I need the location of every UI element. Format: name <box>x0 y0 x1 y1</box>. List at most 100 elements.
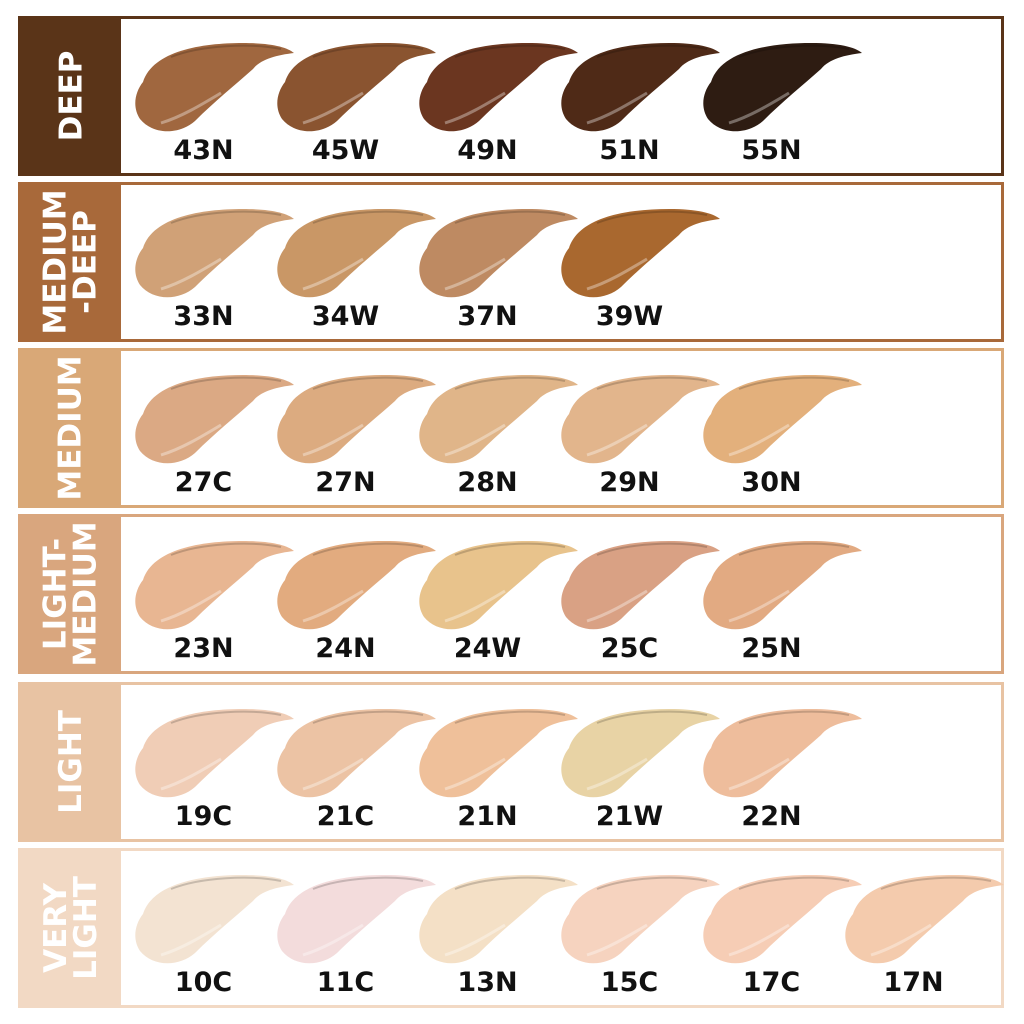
shade-name: 11C <box>316 967 375 998</box>
category-label-band: DEEP <box>21 19 121 173</box>
shade-swatch[interactable]: 19C <box>131 703 296 843</box>
shade-swatch[interactable]: 28N <box>415 369 580 509</box>
shade-swatch[interactable]: 21C <box>273 703 438 843</box>
shade-name: 21W <box>595 801 664 832</box>
swatch-smear <box>703 541 862 630</box>
shade-name: 25N <box>741 633 802 664</box>
swatch-smear <box>419 43 578 132</box>
shade-name: 45W <box>311 135 380 166</box>
swatch-smear <box>561 43 720 132</box>
category-label: VERY LIGHT <box>38 876 105 980</box>
shade-swatch[interactable]: 22N <box>699 703 864 843</box>
shade-swatch[interactable]: 37N <box>415 203 580 343</box>
swatch-smear <box>135 375 294 464</box>
shade-name: 29N <box>599 467 660 498</box>
shade-name: 13N <box>457 967 518 998</box>
swatch-smear <box>419 209 578 298</box>
shade-name: 55N <box>741 135 802 166</box>
category-row: MEDIUM -DEEP 33N 34W 37N 39W <box>18 182 1004 342</box>
shade-name: 27N <box>315 467 376 498</box>
shade-swatch[interactable]: 24W <box>415 535 580 675</box>
shade-swatch[interactable]: 27N <box>273 369 438 509</box>
swatch-smear <box>703 375 862 464</box>
shade-name: 39W <box>595 301 664 332</box>
shade-name: 17N <box>883 967 944 998</box>
shade-swatch[interactable]: 13N <box>415 869 580 1009</box>
category-label: MEDIUM <box>53 355 89 501</box>
shade-swatch[interactable]: 30N <box>699 369 864 509</box>
category-label: LIGHT <box>53 710 90 814</box>
shade-swatch[interactable]: 11C <box>273 869 438 1009</box>
swatch-smear <box>703 875 862 964</box>
shade-swatch[interactable]: 43N <box>131 37 296 177</box>
category-row: LIGHT 19C 21C 21N 21W 22N <box>18 682 1004 842</box>
shade-name: 51N <box>599 135 660 166</box>
swatch-smear <box>419 875 578 964</box>
swatch-smear <box>561 541 720 630</box>
swatch-smear <box>561 375 720 464</box>
shade-swatch[interactable]: 27C <box>131 369 296 509</box>
shade-name: 19C <box>174 801 233 832</box>
category-row: MEDIUM 27C 27N 28N 29N 30N <box>18 348 1004 508</box>
shade-swatch[interactable]: 49N <box>415 37 580 177</box>
shade-swatch[interactable]: 21N <box>415 703 580 843</box>
swatch-smear <box>561 709 720 798</box>
shade-name: 30N <box>741 467 802 498</box>
swatch-smear <box>277 375 436 464</box>
swatch-smear <box>845 875 1004 964</box>
shade-name: 34W <box>311 301 380 332</box>
category-label: MEDIUM -DEEP <box>38 189 104 335</box>
shade-name: 17C <box>742 967 801 998</box>
category-label-band: VERY LIGHT <box>21 851 121 1005</box>
shade-swatch[interactable]: 39W <box>557 203 722 343</box>
swatch-smear <box>277 709 436 798</box>
shade-swatch[interactable]: 17N <box>841 869 1006 1009</box>
swatch-smear <box>419 709 578 798</box>
shade-swatch[interactable]: 55N <box>699 37 864 177</box>
shade-swatch[interactable]: 45W <box>273 37 438 177</box>
swatch-smear <box>135 875 294 964</box>
shade-swatch[interactable]: 15C <box>557 869 722 1009</box>
shade-swatch[interactable]: 25N <box>699 535 864 675</box>
shade-name: 10C <box>174 967 233 998</box>
swatch-smear <box>135 43 294 132</box>
shade-swatch[interactable]: 25C <box>557 535 722 675</box>
swatch-smear <box>135 541 294 630</box>
shade-swatch[interactable]: 34W <box>273 203 438 343</box>
swatch-smear <box>277 875 436 964</box>
swatch-smear <box>419 375 578 464</box>
shade-name: 43N <box>173 135 234 166</box>
shade-name: 37N <box>457 301 518 332</box>
shade-name: 49N <box>457 135 518 166</box>
swatch-smear <box>561 209 720 298</box>
shade-name: 24W <box>453 633 522 664</box>
swatch-smear <box>277 43 436 132</box>
shade-swatch[interactable]: 29N <box>557 369 722 509</box>
swatch-smear <box>703 709 862 798</box>
shade-swatch[interactable]: 23N <box>131 535 296 675</box>
category-row: DEEP 43N 45W 49N 51N 55N <box>18 16 1004 176</box>
shade-swatch[interactable]: 51N <box>557 37 722 177</box>
category-label: LIGHT- MEDIUM <box>38 521 104 667</box>
swatch-smear <box>703 43 862 132</box>
swatch-smear <box>561 875 720 964</box>
shade-swatch[interactable]: 21W <box>557 703 722 843</box>
swatch-smear <box>419 541 578 630</box>
shade-name: 15C <box>600 967 659 998</box>
shade-name: 21N <box>457 801 518 832</box>
shade-name: 28N <box>457 467 518 498</box>
category-row: LIGHT- MEDIUM 23N 24N 24W 25C 25N <box>18 514 1004 674</box>
category-label-band: LIGHT- MEDIUM <box>21 517 121 671</box>
shade-swatch[interactable]: 10C <box>131 869 296 1009</box>
swatch-smear <box>135 709 294 798</box>
swatch-smear <box>135 209 294 298</box>
shade-name: 21C <box>316 801 375 832</box>
shade-name: 25C <box>600 633 659 664</box>
shade-name: 33N <box>173 301 234 332</box>
category-row: VERY LIGHT 10C 11C 13N 15C 17C 17N <box>18 848 1004 1008</box>
shade-name: 22N <box>741 801 802 832</box>
category-label-band: MEDIUM <box>21 351 121 505</box>
shade-swatch[interactable]: 33N <box>131 203 296 343</box>
shade-swatch[interactable]: 17C <box>699 869 864 1009</box>
shade-swatch[interactable]: 24N <box>273 535 438 675</box>
